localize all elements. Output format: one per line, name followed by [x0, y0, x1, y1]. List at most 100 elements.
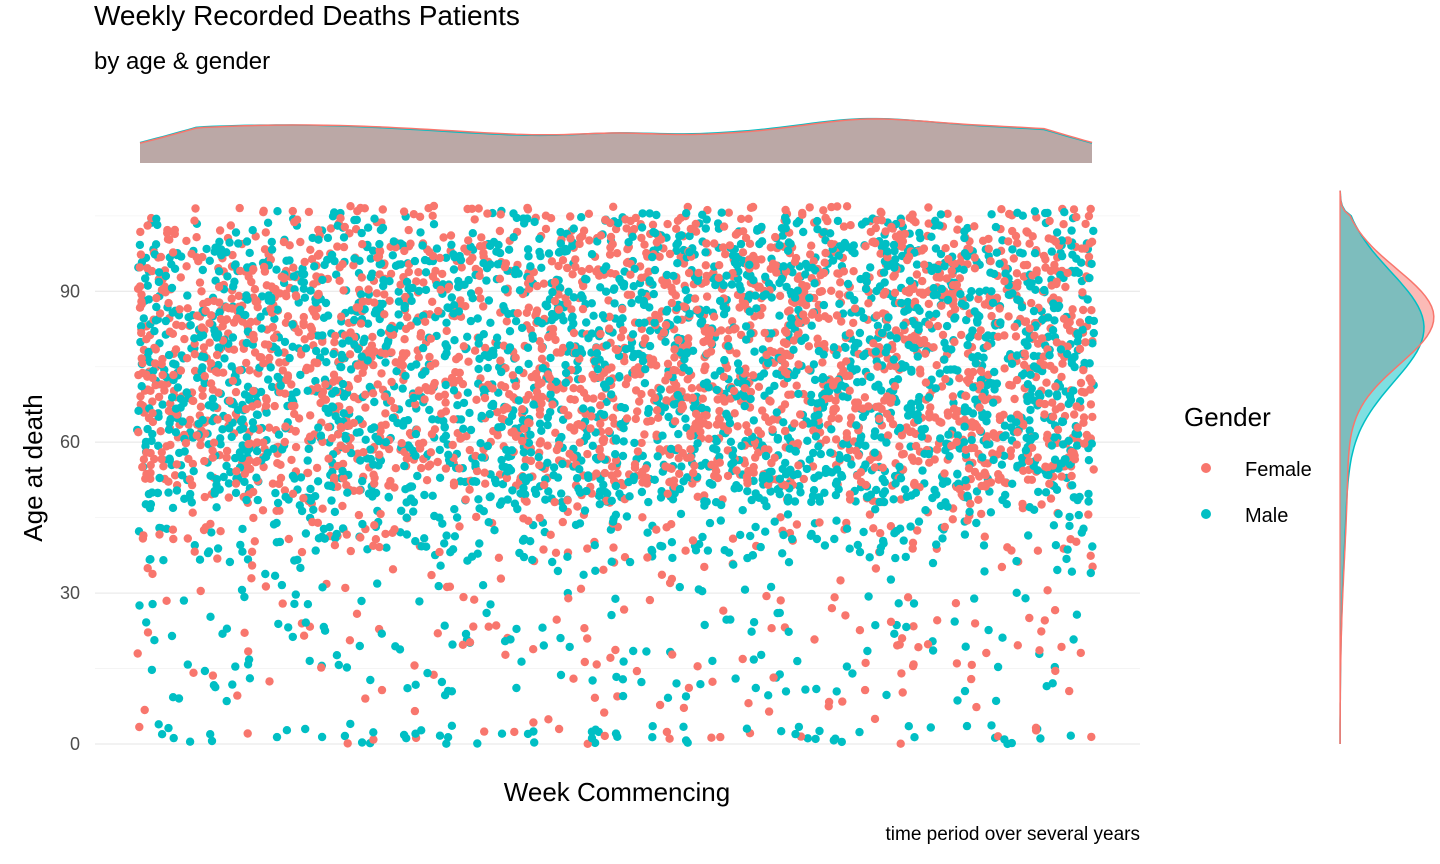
point-female — [461, 302, 470, 311]
point-female — [213, 415, 222, 424]
point-male — [173, 383, 183, 392]
point-female — [962, 482, 971, 491]
point-female — [288, 206, 297, 216]
point-male — [697, 403, 707, 413]
point-female — [287, 380, 296, 389]
point-male — [896, 474, 906, 483]
point-male — [1029, 306, 1039, 316]
point-female — [732, 349, 741, 358]
point-female — [431, 359, 440, 368]
point-female — [967, 443, 976, 453]
point-male — [837, 472, 847, 481]
point-female — [268, 479, 278, 488]
point-male — [413, 471, 422, 481]
point-female — [575, 438, 585, 447]
point-female — [330, 541, 340, 550]
point-male — [815, 726, 824, 736]
point-male — [965, 333, 974, 342]
point-female — [792, 381, 801, 390]
point-female — [762, 350, 771, 360]
point-female — [281, 422, 290, 431]
point-female — [961, 391, 970, 400]
point-female — [757, 255, 766, 264]
point-female — [723, 426, 733, 435]
point-female — [519, 424, 529, 433]
point-female — [386, 396, 396, 406]
point-male — [872, 286, 881, 296]
point-male — [1054, 509, 1063, 519]
point-female — [434, 392, 444, 401]
point-female — [356, 533, 365, 542]
point-female — [655, 700, 665, 710]
point-female — [249, 386, 258, 396]
point-male — [619, 282, 628, 291]
point-male — [503, 495, 512, 504]
point-male — [483, 363, 492, 373]
point-male — [668, 553, 677, 563]
point-female — [554, 261, 563, 271]
point-female — [464, 357, 473, 366]
point-female — [713, 395, 722, 404]
point-female — [618, 326, 628, 335]
point-male — [625, 557, 635, 567]
point-female — [1022, 227, 1031, 236]
point-female — [136, 227, 145, 237]
point-male — [417, 370, 427, 379]
point-male — [946, 365, 955, 374]
point-male — [256, 312, 265, 321]
point-male — [215, 237, 224, 246]
point-female — [966, 499, 975, 508]
point-male — [892, 334, 901, 343]
point-male — [953, 431, 962, 440]
point-female — [899, 449, 908, 459]
point-female — [190, 547, 199, 556]
point-male — [847, 460, 856, 469]
point-female — [712, 467, 721, 476]
point-female — [1044, 234, 1053, 243]
point-male — [523, 729, 533, 739]
point-male — [176, 394, 185, 403]
point-female — [897, 669, 906, 678]
point-male — [325, 523, 334, 532]
point-male — [968, 409, 978, 418]
point-male — [236, 305, 245, 314]
point-male — [766, 582, 776, 592]
point-female — [706, 326, 715, 335]
point-female — [789, 336, 799, 345]
point-male — [726, 437, 736, 446]
point-male — [846, 363, 855, 372]
point-male — [463, 332, 472, 341]
point-female — [1019, 360, 1029, 370]
point-male — [615, 489, 624, 498]
point-female — [910, 297, 920, 306]
point-male — [993, 662, 1003, 672]
point-female — [532, 374, 542, 383]
point-male — [164, 723, 173, 733]
point-female — [352, 609, 362, 618]
point-male — [809, 486, 819, 495]
point-female — [157, 448, 166, 457]
point-male — [473, 739, 482, 748]
point-male — [375, 239, 384, 249]
point-male — [334, 660, 343, 670]
point-female — [1012, 440, 1021, 449]
point-male — [328, 403, 338, 412]
point-female — [881, 227, 890, 236]
point-female — [986, 257, 995, 266]
point-male — [216, 440, 225, 449]
point-female — [890, 288, 900, 297]
point-male — [914, 517, 924, 526]
point-male — [368, 492, 377, 501]
point-male — [449, 265, 459, 274]
point-male — [773, 435, 782, 444]
point-male — [318, 331, 327, 340]
point-female — [972, 702, 981, 712]
point-female — [592, 660, 601, 669]
point-female — [596, 231, 606, 240]
point-male — [601, 287, 611, 296]
point-male — [961, 301, 970, 310]
point-female — [1070, 455, 1080, 464]
point-male — [1064, 399, 1073, 409]
point-male — [417, 726, 426, 735]
point-male — [824, 387, 834, 396]
